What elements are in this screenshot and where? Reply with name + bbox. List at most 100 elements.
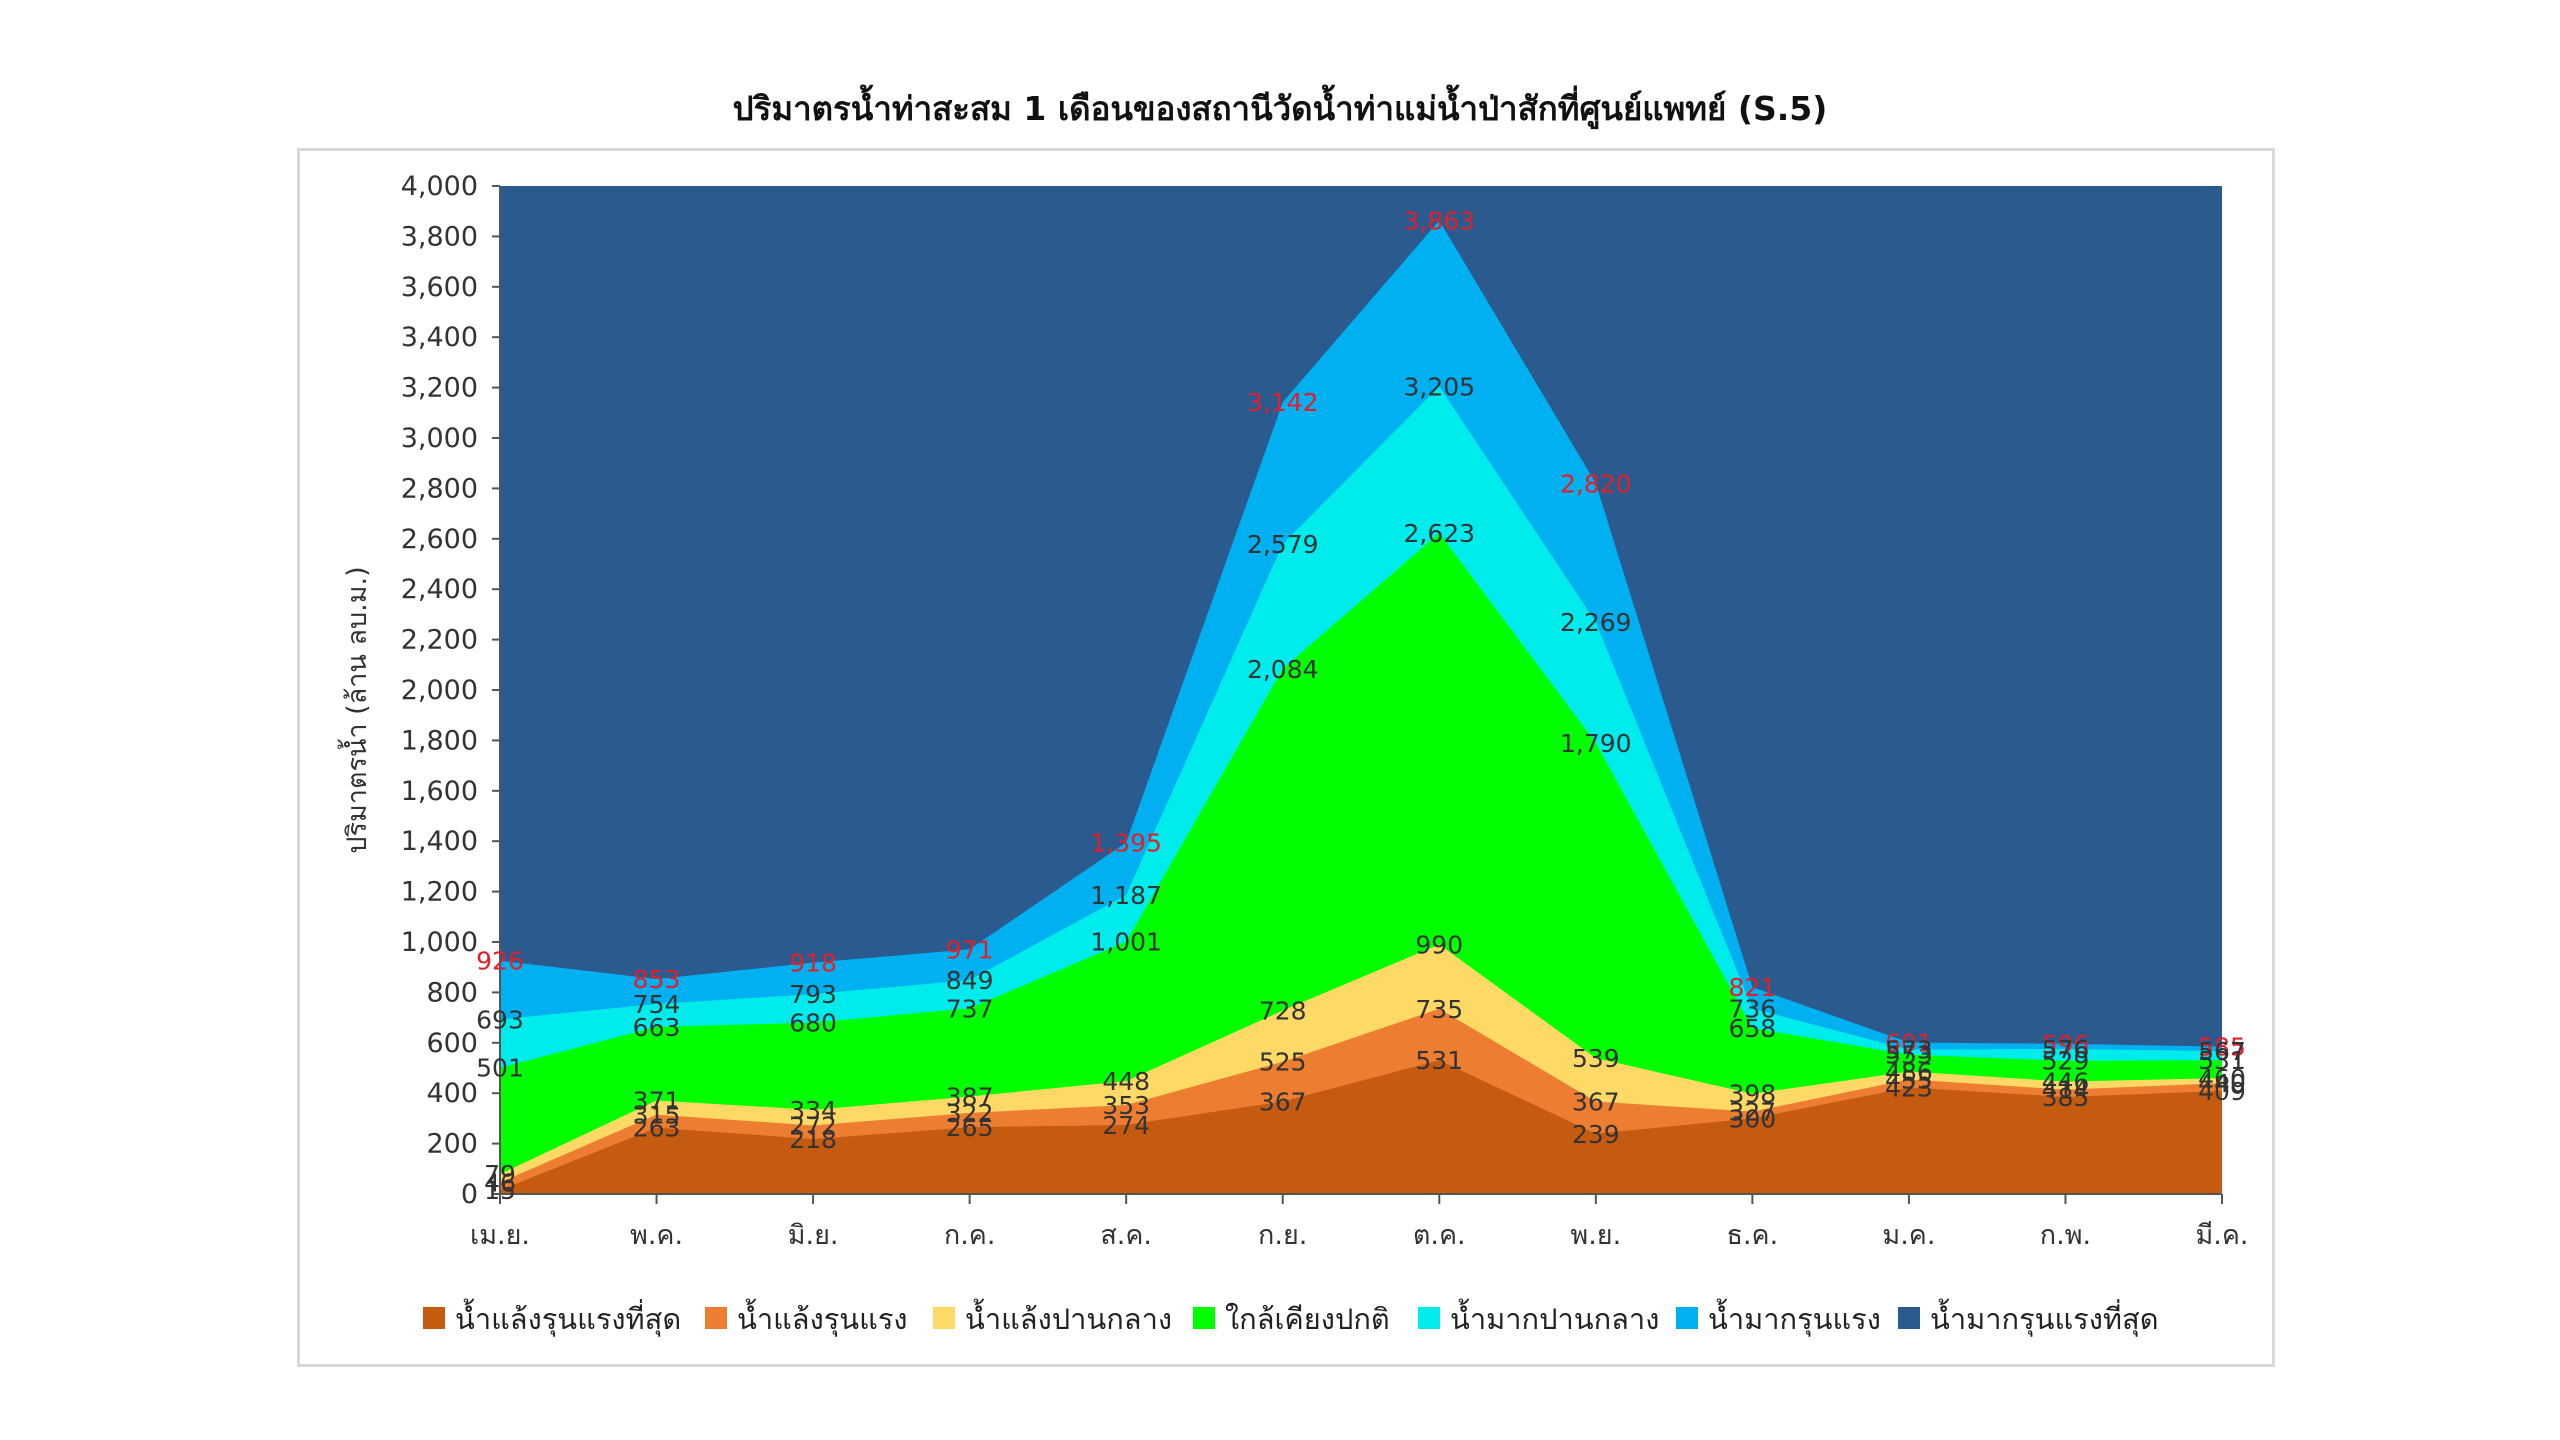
data-label: 446 [2042, 1068, 2090, 1097]
data-label: 2,084 [1247, 655, 1319, 684]
y-tick-label: 3,000 [401, 423, 478, 454]
data-label: 2,269 [1560, 608, 1632, 637]
data-label: 990 [1415, 931, 1463, 960]
data-label: 272 [789, 1111, 837, 1140]
x-tick-label: พ.ค. [630, 1220, 683, 1251]
y-tick-label: 200 [426, 1129, 478, 1160]
data-label: 525 [1259, 1048, 1307, 1077]
data-label: 440 [2198, 1069, 2246, 1098]
data-label: 15 [484, 1176, 516, 1205]
legend-swatch [1193, 1307, 1215, 1329]
area-series-4 [500, 533, 2222, 1194]
x-tick-label: มี.ค. [2195, 1220, 2248, 1251]
data-label: 486 [1885, 1058, 1933, 1087]
data-label: 3,863 [1403, 207, 1475, 236]
legend-label: น้ำแล้งรุนแรง [737, 1298, 908, 1337]
data-label: 1,187 [1090, 881, 1162, 910]
y-tick-label: 600 [426, 1028, 478, 1059]
data-label: 601 [1885, 1029, 1933, 1058]
y-tick-label: 4,000 [401, 171, 478, 202]
data-label: 693 [476, 1005, 524, 1034]
data-label: 367 [1259, 1088, 1307, 1117]
y-tick-label: 3,600 [401, 272, 478, 303]
x-tick-label: มิ.ย. [788, 1220, 839, 1251]
data-label: 793 [789, 980, 837, 1009]
data-label: 553 [1885, 1041, 1933, 1070]
data-label: 1,790 [1560, 729, 1632, 758]
x-tick-label: เม.ย. [470, 1220, 530, 1251]
data-label: 218 [789, 1125, 837, 1154]
legend-swatch [1676, 1307, 1698, 1329]
data-label: 736 [1729, 995, 1777, 1024]
area-series-7 [500, 1060, 2222, 1194]
legend-label: น้ำมากรุนแรง [1708, 1298, 1881, 1337]
data-label: 371 [633, 1087, 681, 1116]
data-label: 1,395 [1090, 828, 1162, 857]
y-tick-label: 2,200 [401, 625, 478, 656]
data-label: 918 [789, 949, 837, 978]
data-label: 3,205 [1403, 372, 1475, 401]
data-label: 448 [1102, 1067, 1150, 1096]
y-tick-label: 2,800 [401, 473, 478, 504]
data-label: 1,001 [1090, 928, 1162, 957]
data-label: 728 [1259, 997, 1307, 1026]
y-tick-label: 2,000 [401, 675, 478, 706]
y-tick-label: 0 [461, 1179, 478, 1210]
data-label: 263 [633, 1114, 681, 1143]
data-label: 414 [2042, 1076, 2090, 1105]
legend-label: น้ำแล้งปานกลาง [965, 1298, 1172, 1336]
y-tick-label: 3,400 [401, 322, 478, 353]
legend-label: น้ำแล้งรุนแรงที่สุด [455, 1298, 681, 1337]
data-label: 387 [946, 1082, 994, 1111]
legend-swatch [705, 1307, 727, 1329]
y-tick-label: 3,800 [401, 221, 478, 252]
y-tick-label: 2,400 [401, 574, 478, 605]
data-label: 334 [789, 1096, 837, 1125]
data-label: 853 [633, 965, 681, 994]
data-label: 680 [789, 1009, 837, 1038]
data-label: 849 [946, 966, 994, 995]
data-label: 322 [946, 1099, 994, 1128]
y-axis-label: ปริมาตรน้ำ (ล้าน ลบ.ม.) [337, 566, 373, 853]
data-label: 265 [946, 1113, 994, 1142]
chart-frame [297, 148, 2275, 1367]
data-label: 971 [946, 935, 994, 964]
data-label: 79 [484, 1160, 516, 1189]
y-tick-label: 1,800 [401, 725, 478, 756]
data-label: 315 [633, 1101, 681, 1130]
y-tick-label: 2,600 [401, 524, 478, 555]
data-label: 2,820 [1560, 469, 1632, 498]
data-label: 423 [1885, 1073, 1933, 1102]
data-label: 501 [476, 1054, 524, 1083]
chart-title: ปริมาตรน้ำท่าสะสม 1 เดือนของสถานีวัดน้ำท… [732, 89, 1828, 128]
data-label: 531 [1415, 1046, 1463, 1075]
data-label: 567 [2198, 1037, 2246, 1066]
data-label: 398 [1729, 1080, 1777, 1109]
data-label: 821 [1729, 973, 1777, 1002]
legend-label: น้ำมากปานกลาง [1450, 1298, 1659, 1336]
data-label: 735 [1415, 995, 1463, 1024]
data-label: 3,142 [1247, 388, 1319, 417]
data-label: 737 [946, 994, 994, 1023]
x-tick-label: ก.ค. [944, 1220, 996, 1251]
data-label: 274 [1102, 1111, 1150, 1140]
data-label: 367 [1572, 1088, 1620, 1117]
data-label: 585 [2198, 1033, 2246, 1062]
data-label: 529 [2042, 1047, 2090, 1076]
y-tick-label: 3,200 [401, 373, 478, 404]
data-label: 754 [633, 990, 681, 1019]
data-label: 576 [2042, 1035, 2090, 1064]
x-tick-label: ธ.ค. [1727, 1220, 1779, 1251]
data-label: 327 [1729, 1098, 1777, 1127]
y-tick-label: 800 [426, 977, 478, 1008]
x-tick-label: ก.ย. [1258, 1220, 1307, 1251]
legend-label: ใกล้เคียงปกติ [1225, 1302, 1390, 1336]
legend-swatch [423, 1307, 445, 1329]
data-label: 300 [1729, 1104, 1777, 1133]
data-label: 531 [2198, 1046, 2246, 1075]
data-label: 573 [1885, 1036, 1933, 1065]
data-label: 596 [2042, 1030, 2090, 1059]
data-label: 460 [2198, 1064, 2246, 1093]
data-label: 2,623 [1403, 519, 1475, 548]
